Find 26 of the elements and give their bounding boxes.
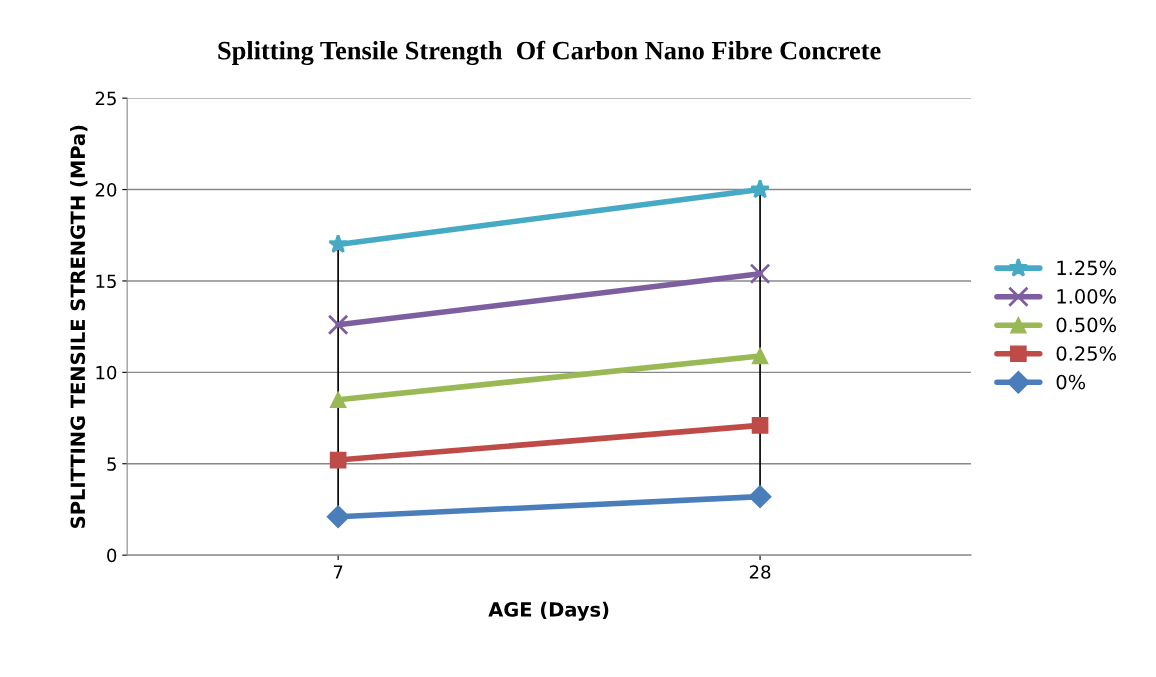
y-axis-title: SPLITTING TENSILE STRENGTH (MPa) <box>70 125 88 528</box>
y-tick-label: 25 <box>95 91 116 106</box>
y-tick-label: 0 <box>107 548 117 563</box>
x-tick-label: 7 <box>333 565 343 579</box>
legend-label: 1.25% <box>1057 260 1117 276</box>
legend-label: 0.50% <box>1056 317 1117 333</box>
point <box>748 485 772 509</box>
point <box>329 451 347 469</box>
legend-label: 1.00% <box>1057 289 1117 304</box>
point <box>326 505 350 529</box>
legend-label: 0.25% <box>1056 346 1117 361</box>
point <box>329 391 347 409</box>
x-tick-label: 28 <box>749 565 771 579</box>
point <box>328 233 349 254</box>
point <box>749 263 771 285</box>
y-tick-label: 15 <box>96 274 116 289</box>
chart-title: Splitting Tensile Strength Of Carbon Nano Fibre Concrete <box>218 40 881 66</box>
y-tick-label: 20 <box>95 183 117 197</box>
legend-label: 0% <box>1056 374 1086 390</box>
y-tick-label: 5 <box>107 457 116 471</box>
point <box>750 179 771 199</box>
y-tick-label: 10 <box>96 365 117 380</box>
point <box>751 417 769 434</box>
point <box>751 347 769 365</box>
point <box>327 314 349 336</box>
x-axis-title: AGE (Days) <box>488 601 609 621</box>
